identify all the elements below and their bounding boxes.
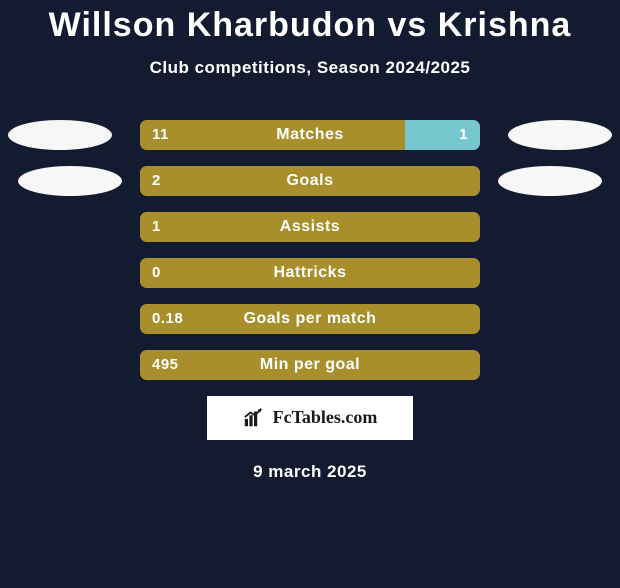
player1-segment [140,212,480,242]
stat-bar [140,120,480,150]
snapshot-date: 9 march 2025 [0,462,620,482]
player1-segment [140,304,480,334]
player1-segment [140,166,480,196]
player1-segment [140,350,480,380]
stat-row: 0 Hattricks [0,258,620,288]
player2-segment [405,120,480,150]
subtitle: Club competitions, Season 2024/2025 [0,58,620,78]
chart-icon [243,407,265,429]
player1-value: 1 [152,212,161,242]
player2-photo [498,166,602,196]
player1-segment [140,120,405,150]
stat-row: 1 Assists [0,212,620,242]
player1-value: 0 [152,258,161,288]
comparison-title: Willson Kharbudon vs Krishna [0,8,620,44]
stat-row: 11 1 Matches [0,120,620,150]
stat-row: 0.18 Goals per match [0,304,620,334]
source-badge: FcTables.com [207,396,413,440]
stats-container: 11 1 Matches 2 Goals 1 Assists 0 Hattric… [0,120,620,380]
player1-value: 0.18 [152,304,183,334]
stat-bar [140,350,480,380]
player1-photo [18,166,122,196]
player1-value: 11 [152,120,169,150]
title-vs: vs [387,6,437,44]
source-brand: FcTables.com [273,407,378,428]
player1-name: Willson Kharbudon [49,6,377,44]
player1-value: 495 [152,350,179,380]
player2-photo [508,120,612,150]
player1-photo [8,120,112,150]
stat-bar [140,166,480,196]
stat-row: 495 Min per goal [0,350,620,380]
stat-row: 2 Goals [0,166,620,196]
player1-value: 2 [152,166,161,196]
player2-name: Krishna [438,6,572,44]
stat-bar [140,258,480,288]
player2-value: 1 [459,120,468,150]
player1-segment [140,258,480,288]
stat-bar [140,304,480,334]
stat-bar [140,212,480,242]
